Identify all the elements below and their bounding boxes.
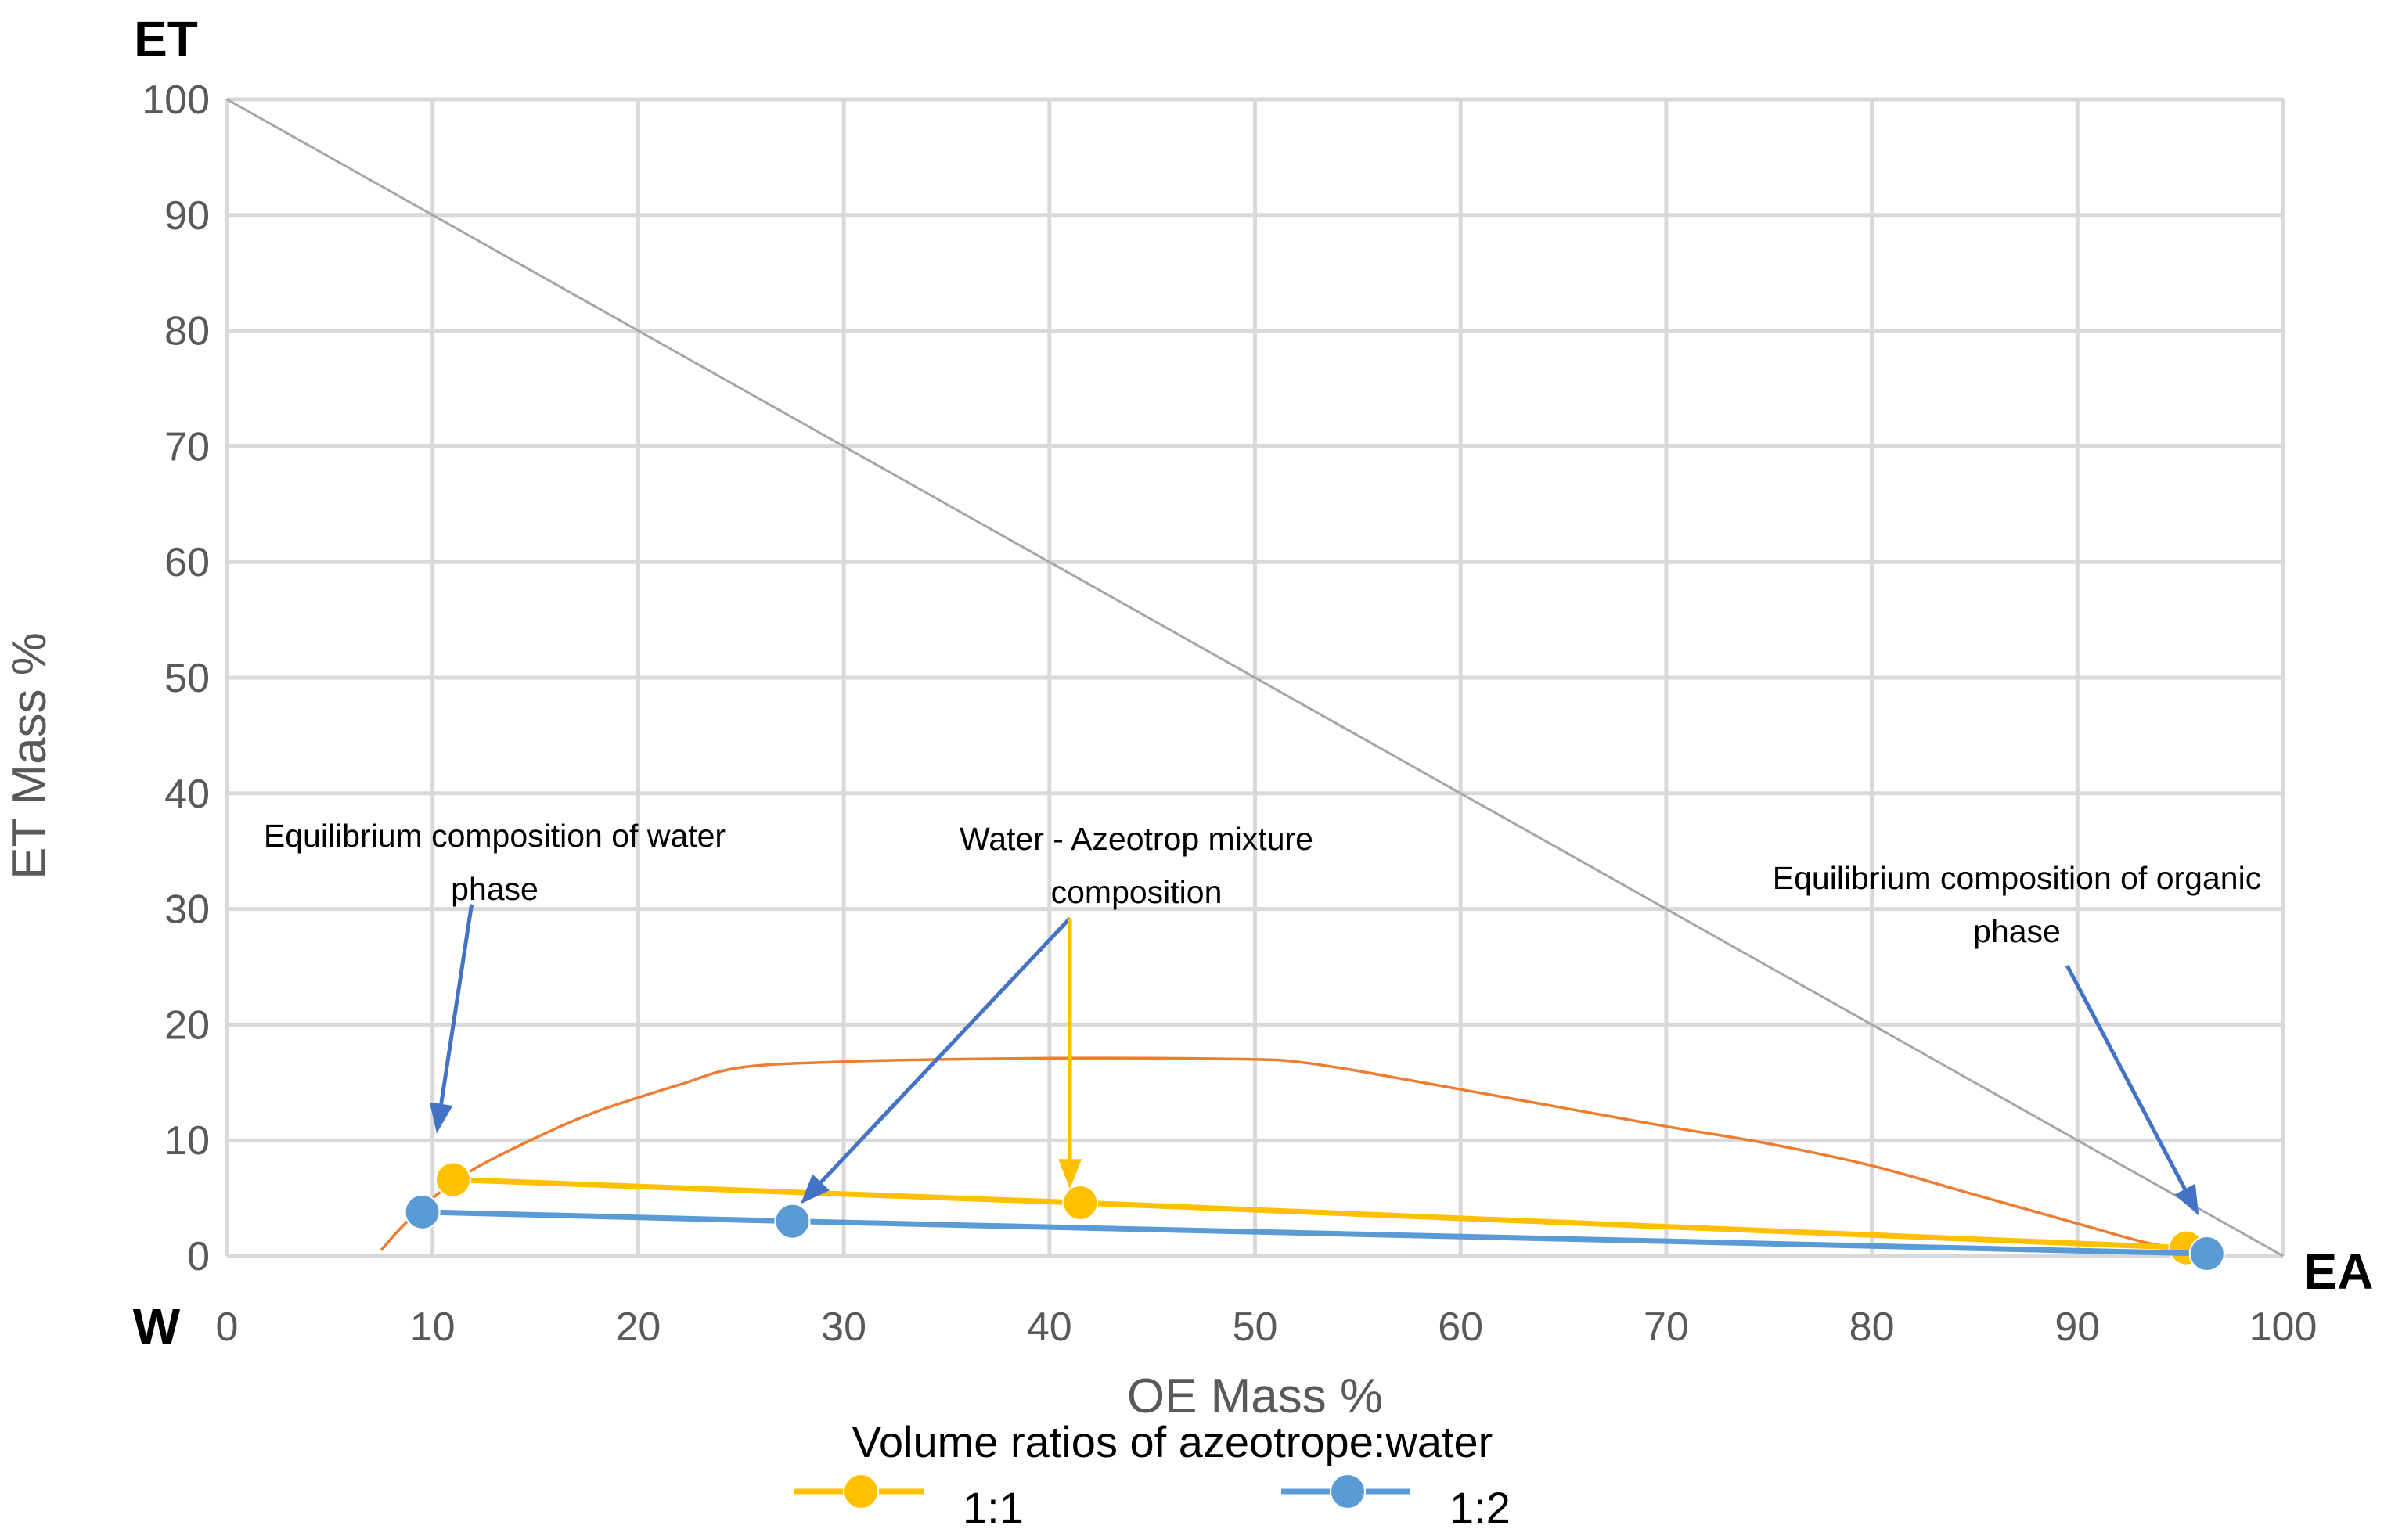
x-tick-label: 20: [615, 1304, 661, 1350]
annotations: Equilibrium composition of water phase Wat…: [264, 818, 2261, 1216]
x-axis-ticks: 0 10 20 30 40 50 60 70 80 90 100: [216, 1304, 2317, 1350]
y-tick-label: 10: [164, 1118, 210, 1164]
y-tick-label: 70: [164, 424, 210, 470]
arrow-shaft: [439, 904, 474, 1105]
x-tick-label: 0: [216, 1304, 239, 1350]
y-tick-label: 20: [164, 1002, 210, 1048]
legend: Volume ratios of azeotrope:water 1:1 1:2: [794, 1417, 1511, 1532]
annotation-line: phase: [1973, 913, 2061, 949]
y-tick-label: 90: [164, 193, 210, 239]
x-tick-label: 60: [1438, 1304, 1483, 1350]
x-tick-label: 70: [1644, 1304, 1689, 1350]
legend-swatch-marker: [843, 1473, 879, 1509]
x-tick-label: 90: [2054, 1304, 2100, 1350]
arrow-head: [2174, 1183, 2199, 1216]
annotation-label: Water - Azeotrop mixture composition: [960, 821, 1313, 910]
legend-title: Volume ratios of azeotrope:water: [852, 1417, 1493, 1466]
data-point: [404, 1193, 441, 1230]
annotation-line: Equilibrium composition of organic: [1773, 860, 2261, 896]
arrow-head: [1058, 1159, 1082, 1189]
arrow-shaft: [2065, 964, 2187, 1190]
annotation-line: Equilibrium composition of water: [264, 818, 726, 854]
data-point: [434, 1161, 471, 1198]
series-1-2: [404, 1193, 2225, 1272]
x-tick-label: 10: [410, 1304, 456, 1350]
annotation-label: Equilibrium composition of organic phase: [1773, 860, 2261, 949]
y-tick-label: 0: [187, 1234, 210, 1279]
data-point: [2188, 1236, 2225, 1272]
x-tick-label: 30: [821, 1304, 866, 1350]
y-tick-label: 40: [164, 772, 210, 817]
legend-item: 1:1: [794, 1473, 1024, 1532]
annotation-arrow: [1058, 918, 1082, 1189]
y-tick-label: 30: [164, 887, 210, 933]
arrow-head: [800, 1174, 830, 1204]
annotation-arrow: [429, 904, 474, 1134]
diagonal-boundary-line: [226, 98, 2284, 1258]
annotation-line: phase: [451, 871, 538, 907]
x-tick-label: 40: [1027, 1304, 1072, 1350]
annotation-line: composition: [1051, 874, 1223, 910]
corner-label-et: ET: [134, 11, 198, 67]
legend-items: 1:1 1:2: [794, 1473, 1511, 1532]
y-axis-ticks: 0 10 20 30 40 50 60 70 80 90 100: [142, 77, 210, 1279]
gridlines: [225, 97, 2285, 1258]
legend-item: 1:2: [1281, 1473, 1511, 1532]
annotation-arrow: [2065, 964, 2199, 1216]
legend-label: 1:2: [1449, 1483, 1511, 1532]
data-point: [774, 1203, 811, 1240]
arrow-head: [429, 1102, 453, 1134]
legend-swatch-marker: [1330, 1473, 1366, 1509]
tie-line-series: [404, 1161, 2225, 1272]
series-1-1: [434, 1161, 2205, 1266]
y-tick-label: 100: [142, 77, 210, 123]
x-tick-label: 50: [1233, 1304, 1278, 1350]
y-axis-title: ET Mass %: [2, 632, 56, 880]
y-tick-label: 80: [164, 309, 210, 354]
annotation-label: Equilibrium composition of water phase: [264, 818, 726, 907]
x-axis-title: OE Mass %: [1127, 1369, 1383, 1423]
corner-label-w: W: [133, 1298, 181, 1355]
arrow-shaft: [819, 916, 1071, 1184]
corner-label-ea: EA: [2304, 1243, 2374, 1300]
data-point: [1062, 1185, 1099, 1222]
y-tick-label: 60: [164, 540, 210, 585]
y-tick-label: 50: [164, 656, 210, 701]
legend-label: 1:1: [963, 1483, 1024, 1532]
annotation-arrow: [800, 916, 1071, 1204]
annotation-line: Water - Azeotrop mixture: [960, 821, 1313, 857]
x-tick-label: 80: [1849, 1304, 1895, 1350]
x-tick-label: 100: [2249, 1304, 2317, 1350]
binodal-curve: [380, 1056, 2181, 1251]
